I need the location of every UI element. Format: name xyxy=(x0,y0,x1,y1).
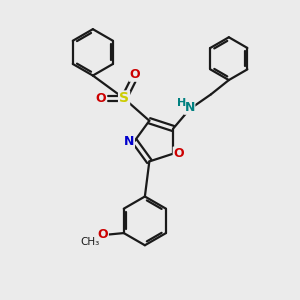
Text: N: N xyxy=(124,135,134,148)
Text: H: H xyxy=(177,98,186,108)
Text: O: O xyxy=(96,92,106,105)
Text: O: O xyxy=(98,228,108,241)
Text: O: O xyxy=(129,68,140,81)
Text: O: O xyxy=(173,147,184,160)
Text: S: S xyxy=(119,92,129,105)
Text: N: N xyxy=(184,101,195,114)
Text: CH₃: CH₃ xyxy=(80,237,99,247)
